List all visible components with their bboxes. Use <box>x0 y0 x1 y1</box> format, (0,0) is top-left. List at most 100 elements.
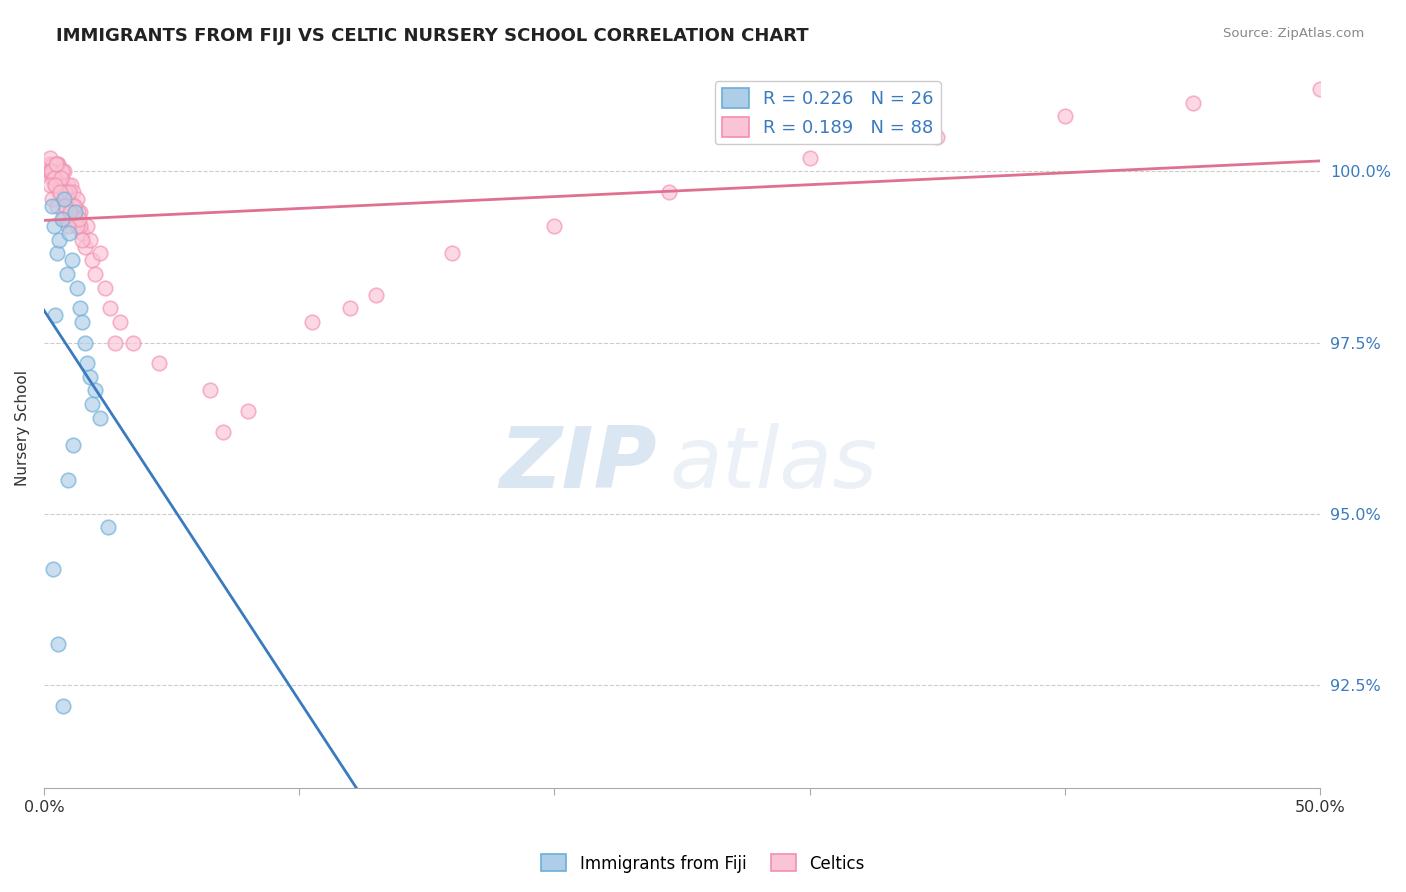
Point <box>52 178 75 192</box>
Point <box>89 410 111 425</box>
Point <box>63 212 86 227</box>
Point <box>69 301 91 316</box>
Point <box>41 171 63 186</box>
Point <box>79 233 101 247</box>
Point <box>73 335 96 350</box>
Point <box>46 198 69 212</box>
Point <box>56 219 79 233</box>
Point <box>51 171 73 186</box>
Point <box>46 157 69 171</box>
Point <box>97 520 120 534</box>
Point <box>49 185 72 199</box>
Point <box>122 335 145 350</box>
Point <box>51 164 73 178</box>
Point <box>45 171 67 186</box>
Point <box>66 205 89 219</box>
Point <box>70 233 93 247</box>
Point <box>44 178 66 192</box>
Point <box>236 404 259 418</box>
Point <box>658 185 681 199</box>
Point <box>49 171 72 186</box>
Point <box>56 198 79 212</box>
Point <box>58 185 80 199</box>
Point <box>69 205 91 219</box>
Point <box>51 164 73 178</box>
Point <box>70 315 93 329</box>
Point <box>60 205 83 219</box>
Point <box>60 212 83 227</box>
Point <box>53 192 76 206</box>
Point <box>41 198 63 212</box>
Point <box>94 281 117 295</box>
Point <box>63 198 86 212</box>
Point <box>66 192 89 206</box>
Point <box>48 233 70 247</box>
Point <box>53 185 76 199</box>
Point <box>58 192 80 206</box>
Point <box>45 246 67 260</box>
Point <box>44 171 66 186</box>
Point <box>55 185 77 199</box>
Point <box>65 212 87 227</box>
Point <box>52 192 75 206</box>
Point <box>364 287 387 301</box>
Point <box>1309 82 1331 96</box>
Point <box>59 205 82 219</box>
Point <box>69 219 91 233</box>
Point <box>211 425 233 439</box>
Point <box>198 384 221 398</box>
Point <box>44 178 66 192</box>
Point <box>42 219 65 233</box>
Point <box>56 192 79 206</box>
Point <box>44 308 66 322</box>
Point <box>1181 95 1204 110</box>
Point <box>84 267 107 281</box>
Point <box>56 267 79 281</box>
Point <box>48 178 70 192</box>
Point <box>56 178 79 192</box>
Point <box>799 151 821 165</box>
Point <box>48 185 70 199</box>
Point <box>39 164 62 178</box>
Legend: R = 0.226   N = 26, R = 0.189   N = 88: R = 0.226 N = 26, R = 0.189 N = 88 <box>714 81 941 145</box>
Point <box>42 157 65 171</box>
Point <box>52 698 75 713</box>
Point <box>301 315 323 329</box>
Point <box>41 192 63 206</box>
Point <box>927 130 949 145</box>
Point <box>110 315 132 329</box>
Point <box>62 185 84 199</box>
Point <box>42 164 65 178</box>
Y-axis label: Nursery School: Nursery School <box>15 370 30 486</box>
Point <box>67 212 90 227</box>
Point <box>148 356 170 370</box>
Text: IMMIGRANTS FROM FIJI VS CELTIC NURSERY SCHOOL CORRELATION CHART: IMMIGRANTS FROM FIJI VS CELTIC NURSERY S… <box>56 27 808 45</box>
Point <box>82 397 104 411</box>
Point <box>1053 110 1076 124</box>
Point <box>38 178 60 192</box>
Point <box>41 164 63 178</box>
Point <box>42 171 65 186</box>
Point <box>76 219 98 233</box>
Point <box>66 281 89 295</box>
Point <box>48 185 70 199</box>
Point <box>58 226 80 240</box>
Point <box>79 369 101 384</box>
Point <box>63 198 86 212</box>
Point <box>62 438 84 452</box>
Point <box>63 205 86 219</box>
Point <box>56 473 79 487</box>
Point <box>62 198 84 212</box>
Point <box>70 226 93 240</box>
Point <box>98 301 121 316</box>
Point <box>104 335 127 350</box>
Text: ZIP: ZIP <box>499 423 657 506</box>
Point <box>73 239 96 253</box>
Point <box>339 301 361 316</box>
Point <box>46 157 69 171</box>
Point <box>53 198 76 212</box>
Legend: Immigrants from Fiji, Celtics: Immigrants from Fiji, Celtics <box>534 847 872 880</box>
Point <box>45 157 67 171</box>
Point <box>53 164 76 178</box>
Point <box>42 561 65 575</box>
